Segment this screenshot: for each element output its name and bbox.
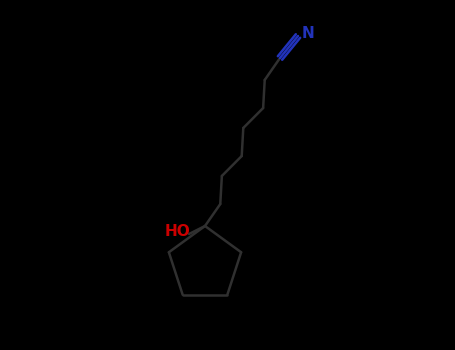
Text: HO: HO bbox=[165, 224, 191, 238]
Text: N: N bbox=[302, 27, 315, 42]
